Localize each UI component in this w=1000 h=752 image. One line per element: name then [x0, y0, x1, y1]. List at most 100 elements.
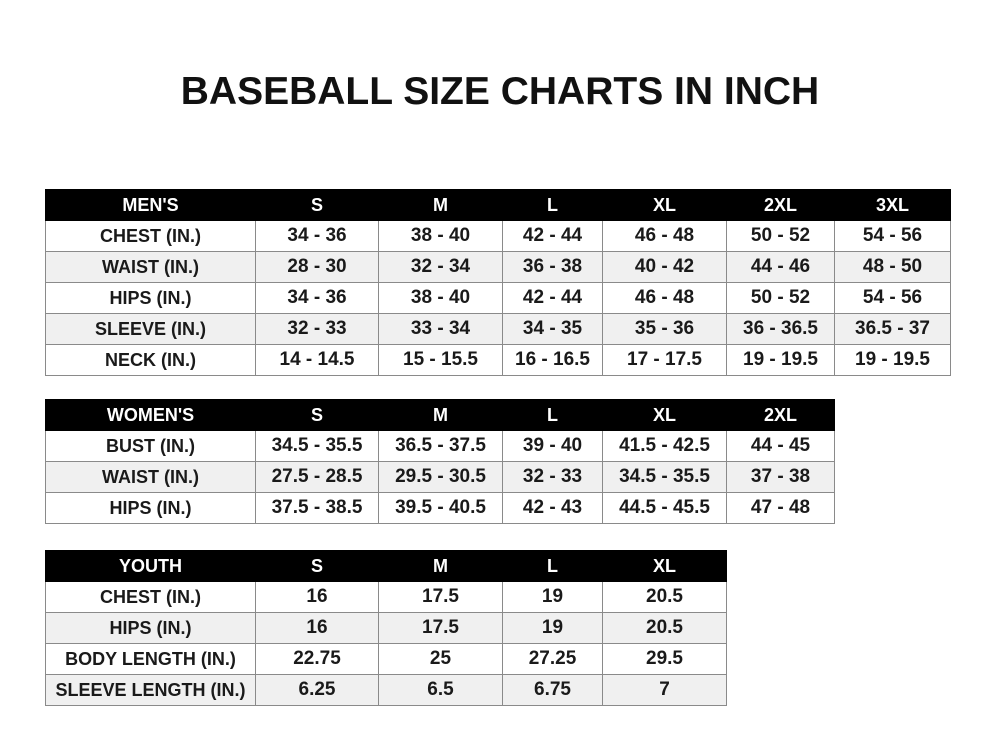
table-row: BODY LENGTH (IN.) 22.75 25 27.25 29.5: [45, 643, 727, 675]
measurement-cell: 38 - 40: [378, 282, 503, 314]
measurement-cell: 34.5 - 35.5: [255, 430, 379, 462]
size-header: 3XL: [834, 189, 951, 221]
table-row: NECK (IN.) 14 - 14.5 15 - 15.5 16 - 16.5 17 …: [45, 344, 951, 376]
table-row: HIPS (IN.) 16 17.5 19 20.5: [45, 612, 727, 644]
measurement-cell: 6.5: [378, 674, 503, 706]
measurement-cell: 22.75: [255, 643, 379, 675]
measurement-cell: 34 - 36: [255, 282, 379, 314]
header-row: WOMEN'S S M L XL 2XL: [45, 399, 835, 431]
youth-size-table: YOUTH S M L XL CHEST (IN.) 16 17.5 19 20.5 HIPS (I…: [45, 550, 727, 706]
measurement-cell: 19: [502, 612, 603, 644]
measurement-cell: 20.5: [602, 581, 727, 613]
measurement-label: SLEEVE (IN.): [45, 313, 256, 345]
measurement-cell: 15 - 15.5: [378, 344, 503, 376]
mens-size-table: MEN'S S M L XL 2XL 3XL CHEST (IN.) 34 - 36 38 - 4…: [45, 189, 951, 376]
measurement-cell: 17.5: [378, 581, 503, 613]
measurement-cell: 25: [378, 643, 503, 675]
measurement-cell: 39.5 - 40.5: [378, 492, 503, 524]
measurement-cell: 34 - 35: [502, 313, 603, 345]
measurement-label: HIPS (IN.): [45, 492, 256, 524]
size-header: XL: [602, 399, 727, 431]
size-header: L: [502, 550, 603, 582]
measurement-cell: 29.5: [602, 643, 727, 675]
measurement-cell: 36.5 - 37.5: [378, 430, 503, 462]
category-header: WOMEN'S: [45, 399, 256, 431]
measurement-label: SLEEVE LENGTH (IN.): [45, 674, 256, 706]
measurement-cell: 32 - 33: [255, 313, 379, 345]
measurement-cell: 32 - 34: [378, 251, 503, 283]
measurement-cell: 50 - 52: [726, 282, 835, 314]
measurement-cell: 37.5 - 38.5: [255, 492, 379, 524]
measurement-cell: 7: [602, 674, 727, 706]
size-header: S: [255, 189, 379, 221]
size-header: 2XL: [726, 189, 835, 221]
measurement-cell: 44 - 46: [726, 251, 835, 283]
measurement-label: BUST (IN.): [45, 430, 256, 462]
table-row: HIPS (IN.) 37.5 - 38.5 39.5 - 40.5 42 - 43 4…: [45, 492, 835, 524]
measurement-label: BODY LENGTH (IN.): [45, 643, 256, 675]
measurement-cell: 44 - 45: [726, 430, 835, 462]
measurement-cell: 36 - 38: [502, 251, 603, 283]
measurement-cell: 28 - 30: [255, 251, 379, 283]
header-row: YOUTH S M L XL: [45, 550, 727, 582]
measurement-label: NECK (IN.): [45, 344, 256, 376]
measurement-cell: 6.25: [255, 674, 379, 706]
measurement-cell: 54 - 56: [834, 282, 951, 314]
measurement-cell: 42 - 43: [502, 492, 603, 524]
measurement-cell: 44.5 - 45.5: [602, 492, 727, 524]
table-row: CHEST (IN.) 34 - 36 38 - 40 42 - 44 46 - 48 5…: [45, 220, 951, 252]
measurement-cell: 6.75: [502, 674, 603, 706]
measurement-cell: 42 - 44: [502, 220, 603, 252]
measurement-cell: 19: [502, 581, 603, 613]
measurement-cell: 32 - 33: [502, 461, 603, 493]
measurement-cell: 16: [255, 581, 379, 613]
table-row: SLEEVE LENGTH (IN.) 6.25 6.5 6.75 7: [45, 674, 727, 706]
table-row: WAIST (IN.) 27.5 - 28.5 29.5 - 30.5 32 - 33…: [45, 461, 835, 493]
measurement-cell: 17.5: [378, 612, 503, 644]
measurement-label: HIPS (IN.): [45, 612, 256, 644]
measurement-cell: 35 - 36: [602, 313, 727, 345]
measurement-cell: 40 - 42: [602, 251, 727, 283]
measurement-cell: 34.5 - 35.5: [602, 461, 727, 493]
page-title: BASEBALL SIZE CHARTS IN INCH: [180, 70, 820, 113]
size-header: M: [378, 189, 503, 221]
measurement-cell: 42 - 44: [502, 282, 603, 314]
measurement-cell: 38 - 40: [378, 220, 503, 252]
measurement-cell: 27.25: [502, 643, 603, 675]
measurement-cell: 36.5 - 37: [834, 313, 951, 345]
measurement-cell: 39 - 40: [502, 430, 603, 462]
measurement-cell: 16 - 16.5: [502, 344, 603, 376]
measurement-cell: 29.5 - 30.5: [378, 461, 503, 493]
table-row: HIPS (IN.) 34 - 36 38 - 40 42 - 44 46 - 48 50…: [45, 282, 951, 314]
size-header: XL: [602, 550, 727, 582]
measurement-label: WAIST (IN.): [45, 461, 256, 493]
measurement-cell: 37 - 38: [726, 461, 835, 493]
measurement-cell: 46 - 48: [602, 220, 727, 252]
table-row: BUST (IN.) 34.5 - 35.5 36.5 - 37.5 39 - 40 4…: [45, 430, 835, 462]
header-row: MEN'S S M L XL 2XL 3XL: [45, 189, 951, 221]
size-header: L: [502, 189, 603, 221]
measurement-cell: 34 - 36: [255, 220, 379, 252]
category-header: YOUTH: [45, 550, 256, 582]
measurement-cell: 33 - 34: [378, 313, 503, 345]
measurement-label: WAIST (IN.): [45, 251, 256, 283]
measurement-cell: 50 - 52: [726, 220, 835, 252]
measurement-cell: 20.5: [602, 612, 727, 644]
measurement-cell: 17 - 17.5: [602, 344, 727, 376]
measurement-label: CHEST (IN.): [45, 581, 256, 613]
measurement-cell: 46 - 48: [602, 282, 727, 314]
size-header: 2XL: [726, 399, 835, 431]
size-header: S: [255, 550, 379, 582]
measurement-cell: 16: [255, 612, 379, 644]
size-header: L: [502, 399, 603, 431]
womens-size-table: WOMEN'S S M L XL 2XL BUST (IN.) 34.5 - 35.5 36.5…: [45, 399, 835, 524]
table-row: SLEEVE (IN.) 32 - 33 33 - 34 34 - 35 35 - 36…: [45, 313, 951, 345]
measurement-cell: 41.5 - 42.5: [602, 430, 727, 462]
size-header: S: [255, 399, 379, 431]
measurement-cell: 36 - 36.5: [726, 313, 835, 345]
measurement-cell: 47 - 48: [726, 492, 835, 524]
measurement-cell: 54 - 56: [834, 220, 951, 252]
size-header: M: [378, 399, 503, 431]
measurement-cell: 19 - 19.5: [726, 344, 835, 376]
measurement-label: CHEST (IN.): [45, 220, 256, 252]
